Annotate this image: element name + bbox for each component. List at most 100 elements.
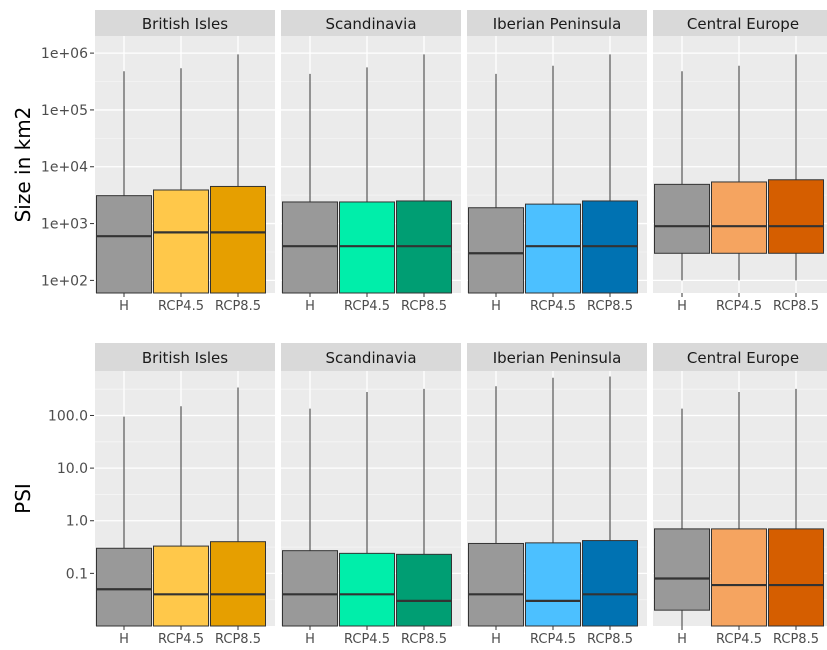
facet-panel: British Isles H RCP4.5 RCP8.5 xyxy=(95,343,275,647)
box-body xyxy=(282,550,338,627)
box-h xyxy=(654,71,710,281)
box-rcp85 xyxy=(396,54,452,294)
y-axis-title: Size in km2 xyxy=(11,107,35,223)
x-tick-label: RCP4.5 xyxy=(344,632,390,646)
box-body xyxy=(468,542,524,627)
facet-title: Scandinavia xyxy=(325,15,416,33)
facet-panel: Scandinavia H RCP4.5 RCP8.5 xyxy=(281,10,461,314)
y-tick-label: 1e+04 xyxy=(41,160,88,176)
x-tick-label: H xyxy=(119,299,129,314)
x-tick-label: H xyxy=(305,299,315,314)
box-h xyxy=(282,408,338,627)
box-body xyxy=(582,540,638,627)
x-tick-label: RCP4.5 xyxy=(530,632,576,646)
facet-panel: Scandinavia H RCP4.5 RCP8.5 xyxy=(281,343,461,647)
chart-2: PSI 0.1 1.0 10.0 100.0 British Isles H RCP4.5 RC… xyxy=(11,343,827,647)
facet-title: British Isles xyxy=(142,349,228,367)
box-h xyxy=(96,71,152,294)
x-tick-label: RCP8.5 xyxy=(401,632,447,646)
x-tick-label: RCP8.5 xyxy=(587,299,633,314)
box-body xyxy=(210,541,266,627)
box-body xyxy=(153,189,209,294)
x-tick-label: H xyxy=(305,632,315,646)
facet-strip xyxy=(95,343,275,371)
x-tick-label: RCP4.5 xyxy=(158,299,204,314)
facet-panel: Central Europe H RCP4.5 RCP8.5 xyxy=(653,343,827,647)
box-body xyxy=(153,545,209,627)
box-body xyxy=(96,195,152,294)
box-rcp45 xyxy=(153,68,209,294)
box-body xyxy=(654,528,710,611)
x-tick-label: RCP4.5 xyxy=(716,632,762,646)
box-rcp85 xyxy=(582,54,638,294)
box-rcp45 xyxy=(339,391,395,627)
facet-strip xyxy=(95,10,275,36)
x-tick-label: H xyxy=(491,632,501,646)
box-body xyxy=(210,185,266,294)
box-body xyxy=(525,542,581,627)
x-tick-label: RCP8.5 xyxy=(215,632,261,646)
box-body xyxy=(525,203,581,294)
facet-title: Central Europe xyxy=(687,349,799,367)
chart-1: Size in km2 1e+02 1e+03 1e+04 1e+05 1e+06 Brit… xyxy=(11,10,827,314)
box-body xyxy=(468,207,524,294)
y-tick-label: 100.0 xyxy=(48,408,88,424)
box-rcp85 xyxy=(396,388,452,627)
box-body xyxy=(711,181,767,254)
facet-title: Iberian Peninsula xyxy=(493,349,622,367)
x-tick-label: RCP4.5 xyxy=(158,632,204,646)
x-tick-label: RCP8.5 xyxy=(773,299,819,314)
box-body xyxy=(339,552,395,627)
x-tick-label: H xyxy=(119,632,129,646)
box-body xyxy=(654,183,710,254)
y-tick-label: 10.0 xyxy=(57,461,88,477)
x-tick-label: RCP4.5 xyxy=(344,299,390,314)
box-body xyxy=(396,553,452,627)
facet-title: Iberian Peninsula xyxy=(493,15,622,33)
y-tick-label: 1.0 xyxy=(66,514,88,530)
facet-strip xyxy=(467,343,647,371)
box-rcp45 xyxy=(525,65,581,294)
y-tick-label: 1e+06 xyxy=(41,46,88,62)
facet-title: Scandinavia xyxy=(325,349,416,367)
y-tick-label: 0.1 xyxy=(66,566,88,582)
facet-panel: Central Europe H RCP4.5 RCP8.5 xyxy=(653,10,827,314)
facet-panel: Iberian Peninsula H RCP4.5 RCP8.5 xyxy=(467,343,647,647)
box-body xyxy=(282,201,338,294)
box-rcp45 xyxy=(711,65,767,281)
box-body xyxy=(339,201,395,294)
y-tick-label: 1e+03 xyxy=(41,217,88,233)
x-tick-label: H xyxy=(677,299,687,314)
box-rcp85 xyxy=(582,376,638,627)
box-body xyxy=(711,528,767,627)
y-tick-label: 1e+02 xyxy=(41,273,88,289)
facet-strip xyxy=(653,343,827,371)
box-h xyxy=(96,416,152,627)
y-axis-title: PSI xyxy=(11,483,35,514)
box-rcp45 xyxy=(525,377,581,627)
x-tick-label: RCP8.5 xyxy=(773,632,819,646)
facet-strip xyxy=(281,10,461,36)
x-tick-label: RCP4.5 xyxy=(530,299,576,314)
box-rcp45 xyxy=(153,406,209,627)
box-body xyxy=(768,528,824,627)
box-rcp85 xyxy=(768,54,824,281)
x-tick-label: H xyxy=(677,632,687,646)
y-tick-label: 1e+05 xyxy=(41,103,88,119)
x-tick-label: H xyxy=(491,299,501,314)
box-body xyxy=(768,179,824,254)
facet-strip xyxy=(467,10,647,36)
box-rcp85 xyxy=(768,388,824,627)
box-body xyxy=(96,547,152,627)
box-rcp45 xyxy=(711,391,767,627)
facet-title: British Isles xyxy=(142,15,228,33)
facet-strip xyxy=(281,343,461,371)
panel-background xyxy=(653,36,827,293)
x-tick-label: RCP4.5 xyxy=(716,299,762,314)
facet-panel: British Isles H RCP4.5 RCP8.5 xyxy=(95,10,275,314)
x-tick-label: RCP8.5 xyxy=(587,632,633,646)
box-h xyxy=(468,73,524,294)
box-h xyxy=(654,408,710,626)
